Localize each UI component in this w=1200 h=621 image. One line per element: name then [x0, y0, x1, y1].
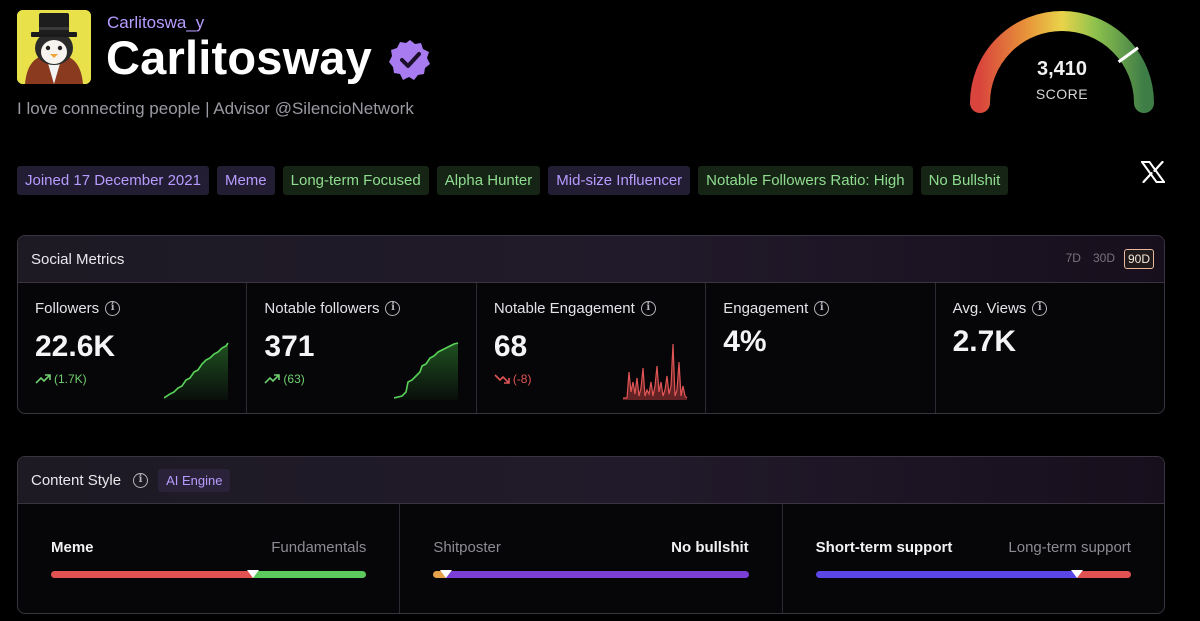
scale-left-label: Shitposter — [433, 539, 501, 556]
scale-left-label: Short-term support — [815, 539, 953, 556]
info-icon[interactable]: i — [385, 301, 401, 316]
trend-up-icon — [264, 374, 281, 384]
scale-right-label: No bullshit — [671, 539, 749, 556]
style-labels: Meme Fundamentals — [51, 539, 366, 556]
scale-bar — [815, 570, 1131, 578]
metric-engagement: Engagement i 4% — [706, 283, 936, 413]
info-icon[interactable]: i — [1032, 301, 1048, 316]
range-7d-button[interactable]: 7D — [1065, 251, 1081, 265]
social-metrics-header: Social Metrics 7D 30D 90D — [18, 236, 1164, 283]
metric-change: (-8) — [494, 372, 688, 386]
info-icon[interactable]: i — [640, 301, 656, 316]
info-icon[interactable]: i — [133, 472, 149, 488]
scale-bar — [51, 570, 367, 578]
gauge-needle — [1117, 46, 1139, 64]
range-90d-button[interactable]: 90D — [1123, 249, 1154, 269]
metric-change-text: (-8) — [512, 372, 532, 386]
scale-right-label: Long-term support — [1008, 539, 1131, 556]
tag-long-term-focused: Long-term Focused — [282, 166, 429, 195]
metric-notable-engagement: Notable Engagement i 68 (-8) — [477, 283, 707, 413]
metric-label: Notable followers i — [264, 300, 458, 317]
content-style-panel: Content Style i AI Engine Meme Fundament… — [17, 456, 1165, 614]
style-scale-meme-fundamentals: Meme Fundamentals — [18, 504, 401, 613]
scale-bar — [433, 570, 749, 578]
scale-right-label: Fundamentals — [271, 539, 367, 556]
tag-alpha-hunter: Alpha Hunter — [436, 166, 541, 195]
metric-change: (63) — [264, 372, 458, 386]
metric-value: 2.7K — [952, 325, 1016, 358]
content-style-title: Content Style — [31, 471, 122, 489]
ai-engine-badge: AI Engine — [158, 468, 231, 492]
x-logo-icon[interactable] — [1141, 161, 1165, 183]
tag-mid-size-influencer: Mid-size Influencer — [548, 166, 691, 195]
metric-label: Engagement i — [723, 300, 917, 317]
metric-label: Avg. Views i — [953, 300, 1147, 317]
metric-label-text: Followers — [35, 300, 100, 317]
profile-display-name: Carlitosway — [106, 31, 373, 84]
info-icon[interactable]: i — [814, 301, 830, 316]
score-value: 3,410 — [1036, 58, 1088, 80]
tag-notable-followers-ratio: Notable Followers Ratio: High — [698, 166, 913, 195]
metric-avg-views: Avg. Views i 2.7K — [936, 283, 1164, 413]
social-metrics-title: Social Metrics — [31, 250, 125, 268]
tag-joined: Joined 17 December 2021 — [17, 166, 209, 195]
metric-label-text: Engagement — [723, 300, 809, 317]
score-gauge — [970, 11, 1154, 113]
social-metrics-panel: Social Metrics 7D 30D 90D Followers i 22… — [17, 235, 1165, 414]
metric-label-text: Notable followers — [264, 300, 380, 317]
scale-marker — [439, 570, 452, 578]
range-30d-button[interactable]: 30D — [1092, 251, 1115, 265]
style-labels: Short-term support Long-term support — [816, 539, 1131, 556]
scale-marker — [1071, 570, 1084, 578]
info-icon[interactable]: i — [105, 301, 121, 316]
range-selector: 7D 30D 90D — [1063, 249, 1154, 269]
profile-tags: Joined 17 December 2021 Meme Long-term F… — [17, 166, 1009, 195]
style-grid: Meme Fundamentals Shitposter No bullshit… — [18, 504, 1164, 613]
style-scale-short-long-term: Short-term support Long-term support — [783, 504, 1164, 613]
avatar[interactable] — [17, 10, 91, 84]
metric-change-text: (1.7K) — [54, 372, 87, 386]
profile-bio: I love connecting people | Advisor @Sile… — [17, 99, 414, 118]
metric-value: 22.6K — [35, 330, 116, 363]
notable-engagement-sparkline — [623, 343, 688, 400]
notable-followers-sparkline — [393, 342, 459, 400]
metric-label-text: Notable Engagement — [493, 300, 635, 317]
metric-grid: Followers i 22.6K (1.7K) Notable followe… — [18, 283, 1164, 413]
scale-left-label: Meme — [51, 539, 94, 556]
scale-marker — [246, 570, 259, 578]
style-scale-shitposter-no-bullshit: Shitposter No bullshit — [400, 504, 783, 613]
metric-notable-followers: Notable followers i 371 (63) — [247, 283, 477, 413]
trend-down-icon — [494, 374, 510, 384]
trend-up-icon — [35, 374, 51, 384]
metric-label: Notable Engagement i — [494, 300, 688, 317]
content-style-header: Content Style i AI Engine — [18, 457, 1164, 504]
metric-value: 4% — [723, 325, 767, 358]
metric-value: 68 — [493, 330, 528, 363]
metric-label: Followers i — [35, 300, 229, 317]
score-label: SCORE — [1035, 86, 1089, 102]
tag-no-bullshit: No Bullshit — [920, 166, 1009, 195]
metric-followers: Followers i 22.6K (1.7K) — [18, 283, 248, 413]
followers-sparkline — [164, 342, 230, 400]
metric-value: 371 — [264, 330, 315, 363]
penguin-avatar-image — [17, 10, 91, 84]
metric-change: (1.7K) — [35, 372, 229, 386]
verified-badge-icon — [389, 40, 430, 80]
profile-handle[interactable]: Carlitoswa_y — [107, 13, 205, 32]
metric-label-text: Avg. Views — [952, 300, 1027, 317]
metric-change-text: (63) — [283, 372, 305, 386]
style-labels: Shitposter No bullshit — [433, 539, 748, 556]
tag-meme: Meme — [216, 166, 275, 195]
